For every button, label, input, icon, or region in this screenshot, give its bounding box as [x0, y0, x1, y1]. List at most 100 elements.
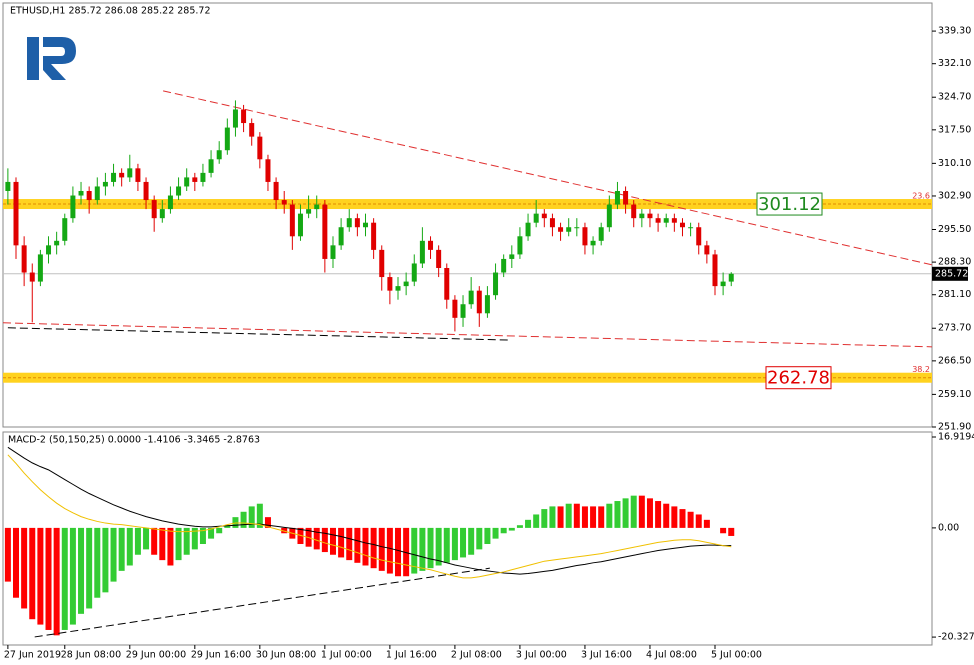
candle-body: [671, 218, 677, 223]
histogram-bar: [240, 511, 247, 528]
candle-body: [216, 150, 222, 160]
candle-body: [549, 218, 555, 228]
candle-body: [704, 245, 710, 255]
histogram-bar: [638, 495, 645, 528]
candle-body: [330, 245, 336, 259]
macd-line: [7, 454, 732, 579]
candle-body: [371, 222, 377, 250]
histogram-bar: [565, 503, 572, 528]
histogram-bar: [484, 527, 491, 545]
candle-body: [78, 190, 84, 196]
histogram-bar: [208, 527, 215, 539]
histogram-bar: [549, 506, 556, 528]
candle-body: [403, 281, 409, 287]
histogram-bar: [45, 527, 52, 630]
candle-body: [582, 227, 588, 246]
price-label: 285.72: [935, 268, 968, 279]
histogram-bar: [427, 527, 434, 569]
histogram-bar: [232, 517, 239, 528]
y-tick-label: 266.50: [938, 355, 971, 366]
candle-body: [598, 227, 604, 241]
candle-body: [159, 209, 165, 219]
candle-body: [525, 222, 531, 237]
histogram-bar: [167, 527, 174, 566]
y-tick-label: 302.90: [938, 190, 971, 201]
histogram-bar: [508, 527, 515, 531]
x-tick-label: 1 Jul 00:00: [321, 650, 372, 661]
histogram-bar: [78, 527, 85, 614]
histogram-bar: [297, 527, 304, 545]
candle-body: [533, 213, 539, 223]
histogram-bar: [69, 527, 76, 625]
level-label: 262.78: [767, 368, 830, 389]
candle-body: [428, 240, 434, 250]
logo: [27, 37, 76, 80]
candle-body: [517, 236, 523, 255]
x-tick-label: 4 Jul 08:00: [646, 650, 697, 661]
level-band: [3, 372, 932, 383]
histogram-bar: [354, 527, 361, 563]
histogram-bar: [362, 527, 369, 566]
histogram-bar: [224, 525, 231, 528]
macd-line: [7, 446, 732, 575]
candle-body: [346, 218, 352, 228]
histogram-bar: [118, 527, 125, 571]
macd-pane-frame: [2, 431, 933, 646]
candle-body: [208, 159, 214, 173]
y-tick-label: 332.10: [938, 58, 971, 69]
histogram-bar: [143, 527, 150, 550]
x-tick-label: 28 Jun 08:00: [61, 650, 121, 661]
histogram-bar: [37, 527, 44, 625]
level-label: 301.12: [758, 194, 821, 215]
y-tick-label: 281.10: [938, 289, 971, 300]
histogram-bar: [338, 527, 345, 558]
candle-body: [86, 190, 92, 201]
candle-body: [297, 213, 303, 237]
histogram-bar: [134, 527, 141, 555]
histogram-bar: [159, 527, 166, 561]
candle-body: [362, 222, 368, 228]
candle-body: [151, 200, 157, 219]
candle-body: [493, 272, 499, 296]
candle-body: [606, 204, 612, 228]
histogram-bar: [264, 517, 271, 528]
candle-body: [501, 258, 507, 273]
candle-body: [273, 181, 279, 201]
histogram-bar: [183, 527, 190, 555]
histogram-bar: [126, 527, 133, 566]
histogram-bar: [671, 506, 678, 528]
candle-body: [460, 304, 466, 318]
histogram-bar: [256, 503, 263, 528]
histogram-bar: [151, 527, 158, 555]
histogram-bar: [606, 503, 613, 528]
histogram-bar: [443, 527, 450, 563]
histogram-bar: [61, 527, 68, 630]
candle-body: [541, 213, 547, 219]
candle-body: [655, 218, 661, 223]
candle-body: [257, 136, 263, 160]
axes: 251.90 259.10 266.50 273.70 281.10 288.30 295.…: [4, 26, 974, 661]
histogram-bar: [663, 503, 670, 528]
histogram-bar: [94, 527, 101, 598]
candle-body: [127, 168, 133, 178]
histogram-bar: [500, 527, 507, 534]
main-plot: 23.6 301.12 38.2 262.78: [3, 90, 932, 390]
candle-body: [354, 218, 360, 228]
candle-body: [509, 254, 515, 259]
candle-body: [338, 227, 344, 246]
candle-body: [574, 227, 580, 229]
candle-body: [476, 290, 482, 314]
candle-body: [387, 277, 393, 291]
histogram-bar: [622, 498, 629, 528]
candle-body: [419, 240, 425, 264]
candle-body: [5, 181, 11, 191]
x-tick-label: 27 Jun 2019: [4, 650, 61, 661]
candle-body: [119, 172, 125, 178]
level-band: [3, 199, 932, 210]
candle-body: [111, 172, 117, 182]
y-tick-label: 288.30: [938, 257, 971, 268]
fib-label: 38.2: [912, 365, 930, 374]
histogram-bar: [313, 527, 320, 550]
y-tick-label: 339.30: [938, 26, 971, 37]
